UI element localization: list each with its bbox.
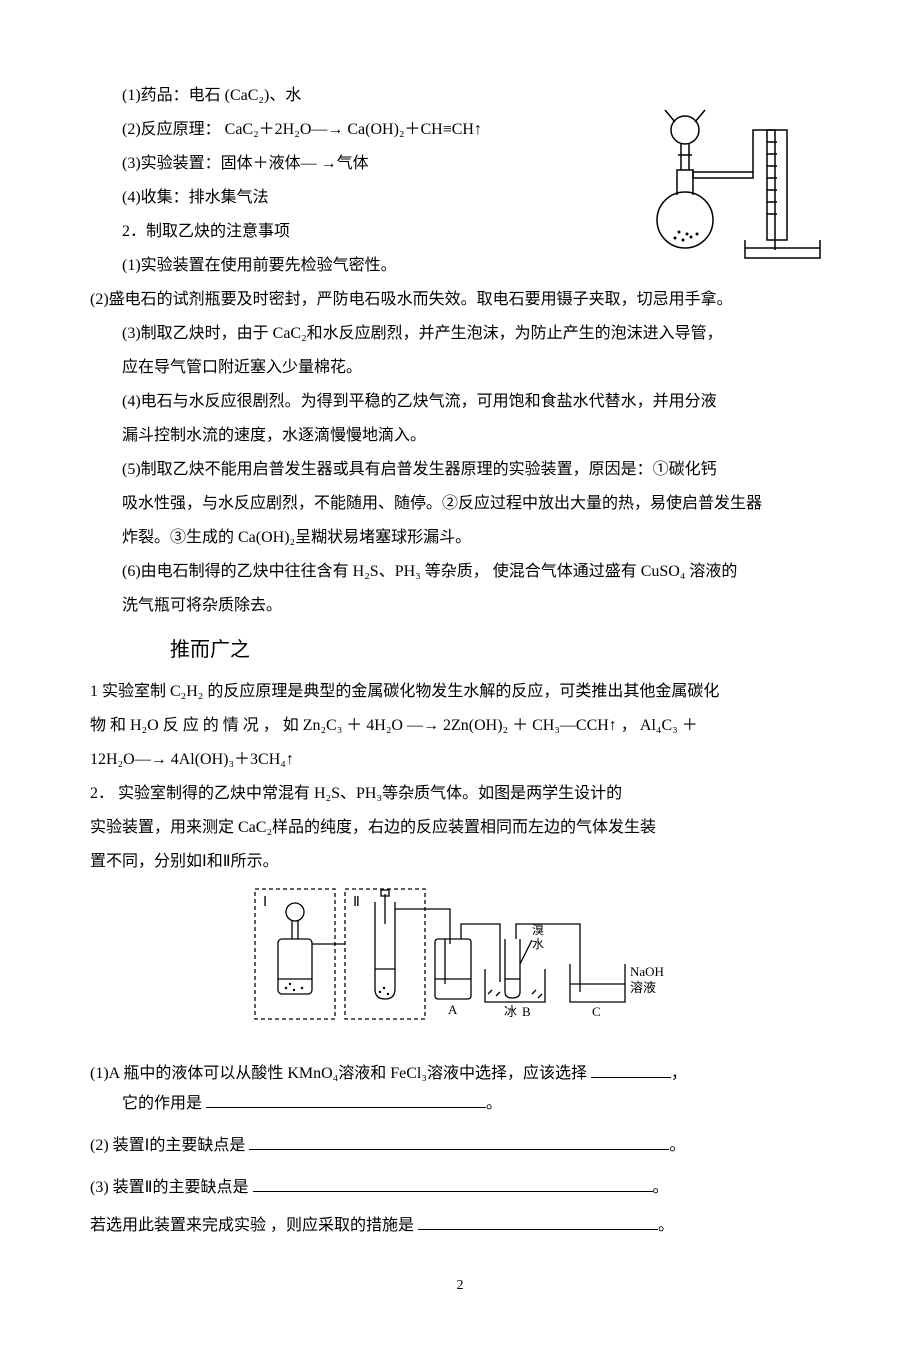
label-B: B — [522, 1004, 531, 1019]
blank-3[interactable] — [249, 1149, 669, 1150]
apparatus-main-svg: Ⅰ Ⅱ — [250, 884, 670, 1034]
q1-line2: 它的作用是 。 — [90, 1088, 830, 1120]
line-12b: 物 和 H₂O 反 应 的 情 况 ， 如 Zn₂C₃ ＋ 4H₂O ―→ 2Z… — [90, 710, 830, 742]
label-A: A — [448, 1002, 458, 1017]
q1b-tail: 。 — [486, 1095, 502, 1112]
blank-4[interactable] — [253, 1191, 653, 1192]
q3-line: (3) 装置Ⅱ的主要缺点是 。 — [90, 1172, 830, 1204]
q1b-text: 它的作用是 — [122, 1095, 206, 1112]
line-8a: (3)制取乙炔时，由于 CaC₂和水反应剧烈，并产生泡沫，为防止产生的泡沫进入导… — [90, 318, 830, 350]
line-13c: 置不同，分别如Ⅰ和Ⅱ所示。 — [90, 846, 830, 878]
label-naoh-1: NaOH — [630, 964, 664, 979]
line-7: (2)盛电石的试剂瓶要及时密封，严防电石吸水而失效。取电石要用镊子夹取，切忌用手… — [90, 284, 830, 316]
line-12c: 12H₂O―→ 4Al(OH)₃＋3CH₄↑ — [90, 744, 830, 776]
q3-text: (3) 装置Ⅱ的主要缺点是 — [90, 1179, 253, 1196]
line-9b: 漏斗控制水流的速度，水逐滴慢慢地滴入。 — [90, 420, 830, 452]
page-number: 2 — [90, 1272, 830, 1300]
q2-text: (2) 装置Ⅰ的主要缺点是 — [90, 1137, 249, 1154]
label-II: Ⅱ — [353, 895, 360, 910]
q4-tail: 。 — [658, 1217, 674, 1234]
line-13a: 2． 实验室制得的乙炔中常混有 H₂S、PH₃等杂质气体。如图是两学生设计的 — [90, 778, 830, 810]
q4-line: 若选用此装置来完成实验 ，则应采取的措施是 。 — [90, 1210, 830, 1242]
apparatus-figure-main: Ⅰ Ⅱ — [90, 884, 830, 1046]
label-naoh-2: 溶液 — [630, 980, 656, 995]
q1-line1: (1)A 瓶中的液体可以从酸性 KMnO₄溶液和 FeCl₃溶液中选择，应该选择… — [90, 1058, 830, 1090]
line-10b: 吸水性强，与水反应剧烈，不能随用、随停。②反应过程中放出大量的热，易使启普发生器 — [90, 488, 830, 520]
q1a-tail: ， — [671, 1065, 687, 1082]
label-bromine: 溴 — [532, 923, 544, 937]
line-10c: 炸裂。③生成的 Ca(OH)₂呈糊状易堵塞球形漏斗。 — [90, 522, 830, 554]
q4-text: 若选用此装置来完成实验 ，则应采取的措施是 — [90, 1217, 418, 1234]
line-11b: 洗气瓶可将杂质除去。 — [90, 590, 830, 622]
apparatus-figure-top — [625, 70, 825, 270]
apparatus-svg — [625, 70, 825, 270]
line-9a: (4)电石与水反应很剧烈。为得到平稳的乙炔气流，可用饱和食盐水代替水，并用分液 — [90, 386, 830, 418]
line-13b: 实验装置，用来测定 CaC₂样品的纯度，右边的反应装置相同而左边的气体发生装 — [90, 812, 830, 844]
line-8b: 应在导气管口附近塞入少量棉花。 — [90, 352, 830, 384]
blank-2[interactable] — [206, 1107, 486, 1108]
line-11a: (6)由电石制得的乙炔中往往含有 H₂S、PH₃ 等杂质， 使混合气体通过盛有 … — [90, 556, 830, 588]
blank-1[interactable] — [591, 1077, 671, 1078]
label-ice: 冰 — [504, 1004, 517, 1019]
section-title: 推而广之 — [90, 630, 830, 670]
label-C: C — [592, 1004, 601, 1019]
line-12a: 1 实验室制 C₂H₂ 的反应原理是典型的金属碳化物发生水解的反应，可类推出其他… — [90, 676, 830, 708]
q3-tail: 。 — [653, 1179, 669, 1196]
line-10a: (5)制取乙炔不能用启普发生器或具有启普发生器原理的实验装置，原因是：①碳化钙 — [90, 454, 830, 486]
q2-line: (2) 装置Ⅰ的主要缺点是 。 — [90, 1130, 830, 1162]
svg-text:水: 水 — [532, 937, 544, 951]
q1a-text: (1)A 瓶中的液体可以从酸性 KMnO₄溶液和 FeCl₃溶液中选择，应该选择 — [90, 1065, 591, 1082]
q2-tail: 。 — [669, 1137, 685, 1154]
blank-5[interactable] — [418, 1229, 658, 1230]
label-I: Ⅰ — [263, 895, 267, 910]
